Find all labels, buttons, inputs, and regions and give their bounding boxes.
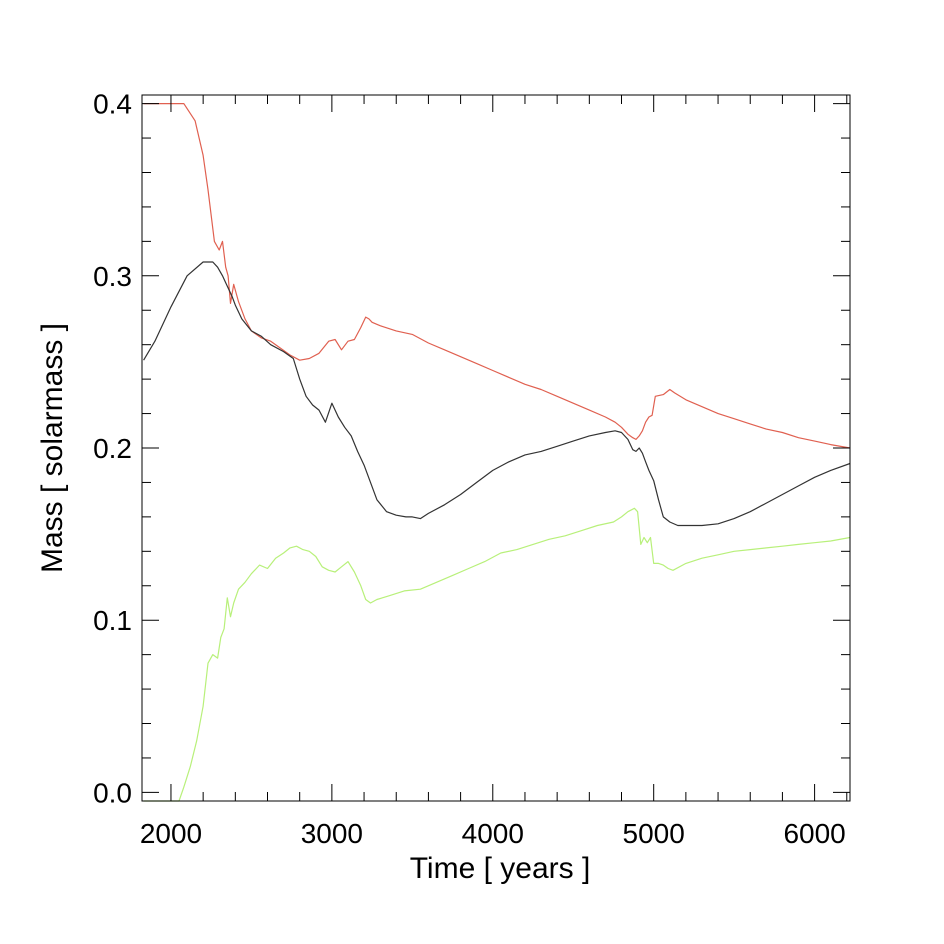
series-line-1 <box>143 102 851 449</box>
series-line-2 <box>143 261 851 527</box>
x-tick-label: 3000 <box>301 818 363 849</box>
x-tick-label: 4000 <box>462 818 524 849</box>
y-tick-labels: 0.0 0.1 0.2 0.3 0.4 <box>93 89 132 809</box>
x-tick-labels: 2000 3000 4000 5000 6000 <box>140 818 846 849</box>
y-tick-label: 0.0 <box>93 777 132 808</box>
y-tick-label: 0.4 <box>93 89 132 120</box>
y-tick-label: 0.3 <box>93 261 132 292</box>
y-tick-label: 0.1 <box>93 605 132 636</box>
tick-layer <box>142 95 850 801</box>
x-axis-label: Time [ years ] <box>410 852 591 885</box>
x-tick-label: 6000 <box>783 818 845 849</box>
series-line-3 <box>143 507 851 802</box>
x-tick-label: 2000 <box>140 818 202 849</box>
series-layer <box>143 102 851 802</box>
y-tick-label: 0.2 <box>93 433 132 464</box>
y-axis-label: Mass [ solarmass ] <box>36 323 69 573</box>
x-tick-label: 5000 <box>623 818 685 849</box>
